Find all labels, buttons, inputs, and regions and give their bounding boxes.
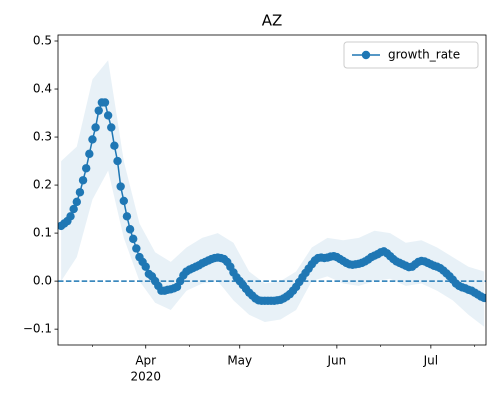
y-tick-label: 0.2 xyxy=(33,178,52,192)
x-tick-label: Apr xyxy=(135,354,156,368)
y-tick-label: 0.4 xyxy=(33,82,52,96)
marker xyxy=(110,141,119,150)
marker xyxy=(125,225,135,234)
y-tick-label: 0.5 xyxy=(33,34,52,48)
y-tick-label: 0.0 xyxy=(33,274,52,288)
marker xyxy=(119,196,128,206)
marker xyxy=(103,111,113,120)
x-tick-label: Jun xyxy=(326,354,346,368)
marker xyxy=(113,156,122,166)
y-tick-label: −0.1 xyxy=(23,322,52,336)
marker xyxy=(116,182,125,191)
marker xyxy=(85,149,94,159)
marker xyxy=(69,204,78,214)
y-tick-label: 0.1 xyxy=(33,226,52,240)
marker xyxy=(107,123,116,132)
marker xyxy=(128,234,138,244)
y-tick-label: 0.3 xyxy=(33,130,52,144)
marker xyxy=(94,106,103,115)
marker xyxy=(122,212,132,221)
chart-title: AZ xyxy=(262,12,283,30)
marker xyxy=(141,262,150,271)
plot-area xyxy=(58,60,486,327)
x-year-label: 2020 xyxy=(130,370,161,384)
marker xyxy=(75,188,85,197)
marker xyxy=(132,244,141,253)
legend-box xyxy=(343,41,479,69)
axes-frame xyxy=(57,34,487,346)
confidence-band xyxy=(61,60,485,327)
marker xyxy=(91,123,100,132)
marker xyxy=(81,164,91,173)
marker xyxy=(78,176,88,185)
legend-marker xyxy=(361,50,371,60)
marker xyxy=(100,98,110,107)
x-tick-label: May xyxy=(227,354,252,368)
marker xyxy=(66,212,75,221)
marker xyxy=(479,293,486,303)
marker xyxy=(88,135,97,144)
x-tick-label: Jul xyxy=(423,354,438,368)
marker xyxy=(72,197,81,207)
legend-label: growth_rate xyxy=(388,48,460,62)
